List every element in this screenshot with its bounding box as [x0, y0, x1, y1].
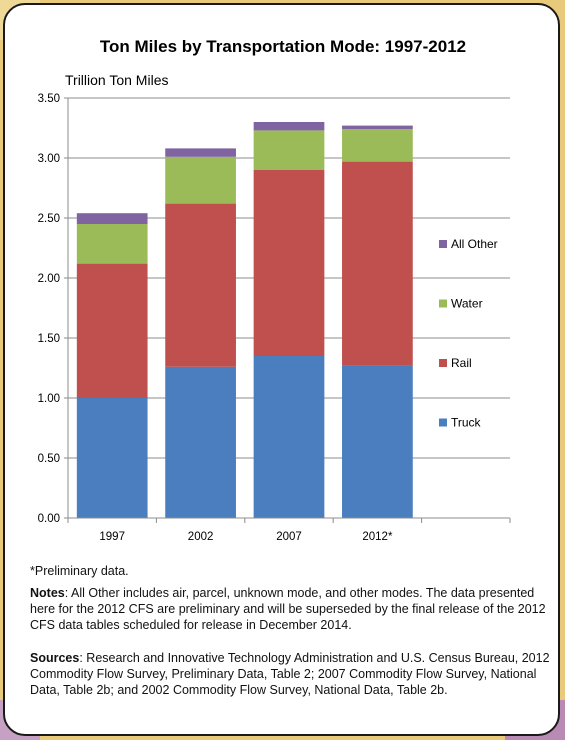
- chart-title: Ton Miles by Transportation Mode: 1997-2…: [100, 37, 466, 56]
- y-tick-label: 3.00: [38, 153, 60, 165]
- legend-label: Rail: [451, 356, 472, 370]
- x-tick-label: 1997: [99, 531, 125, 543]
- legend-swatch: [439, 418, 447, 427]
- notes-label: Notes: [30, 586, 65, 600]
- y-tick-label: 2.50: [38, 213, 60, 225]
- y-tick-label: 0.50: [38, 453, 60, 465]
- bar-segment: [165, 156, 236, 204]
- sources-paragraph: Sources: Research and Innovative Technol…: [30, 650, 550, 698]
- preliminary-note: *Preliminary data.: [30, 564, 129, 578]
- stacked-bar-chart: Ton Miles by Transportation Mode: 1997-2…: [38, 37, 511, 543]
- bar-segment: [165, 366, 236, 518]
- bar-segment: [253, 170, 325, 356]
- legend: All Other Water Rail Truck: [439, 237, 498, 430]
- bar-segment: [342, 125, 413, 130]
- bar-segment: [76, 213, 148, 224]
- bar-segment: [253, 356, 325, 518]
- bar-segment: [253, 122, 325, 131]
- y-tick-label: 0.00: [38, 513, 60, 525]
- chart-card: Ton Miles by Transportation Mode: 1997-2…: [3, 3, 560, 736]
- y-tick-label: 1.00: [38, 393, 60, 405]
- x-axis: 1997 2002 2007 2012*: [67, 517, 511, 543]
- notes-text: : All Other includes air, parcel, unknow…: [30, 586, 546, 632]
- bar-segment: [342, 161, 413, 366]
- legend-label: All Other: [451, 237, 498, 251]
- legend-label: Truck: [451, 416, 482, 430]
- y-tick-label: 3.50: [38, 93, 60, 105]
- notes-paragraph: Notes: All Other includes air, parcel, u…: [30, 585, 550, 633]
- bar-segment: [76, 263, 148, 398]
- y-tick-label: 1.50: [38, 333, 60, 345]
- bar-segment: [76, 224, 148, 264]
- bar-segment: [165, 203, 236, 367]
- bar-segment: [342, 129, 413, 162]
- legend-swatch: [439, 359, 447, 367]
- y-axis-label: Trillion Ton Miles: [65, 72, 168, 88]
- bar-segment: [165, 148, 236, 157]
- bars: [76, 122, 413, 518]
- legend-label: Water: [451, 297, 483, 311]
- x-tick-label: 2002: [188, 531, 214, 543]
- x-tick-label: 2012*: [362, 531, 393, 543]
- sources-label: Sources: [30, 651, 80, 665]
- legend-swatch: [439, 299, 447, 308]
- legend-swatch: [439, 240, 447, 248]
- bar-segment: [76, 398, 148, 518]
- sources-text: : Research and Innovative Technology Adm…: [30, 651, 550, 697]
- bar-segment: [253, 130, 325, 170]
- bar-segment: [342, 365, 413, 518]
- y-tick-label: 2.00: [38, 273, 60, 285]
- x-tick-label: 2007: [276, 531, 302, 543]
- y-axis-ticks: 0.00 0.50 1.00 1.50 2.00 2.50 3.00 3.50: [38, 93, 69, 525]
